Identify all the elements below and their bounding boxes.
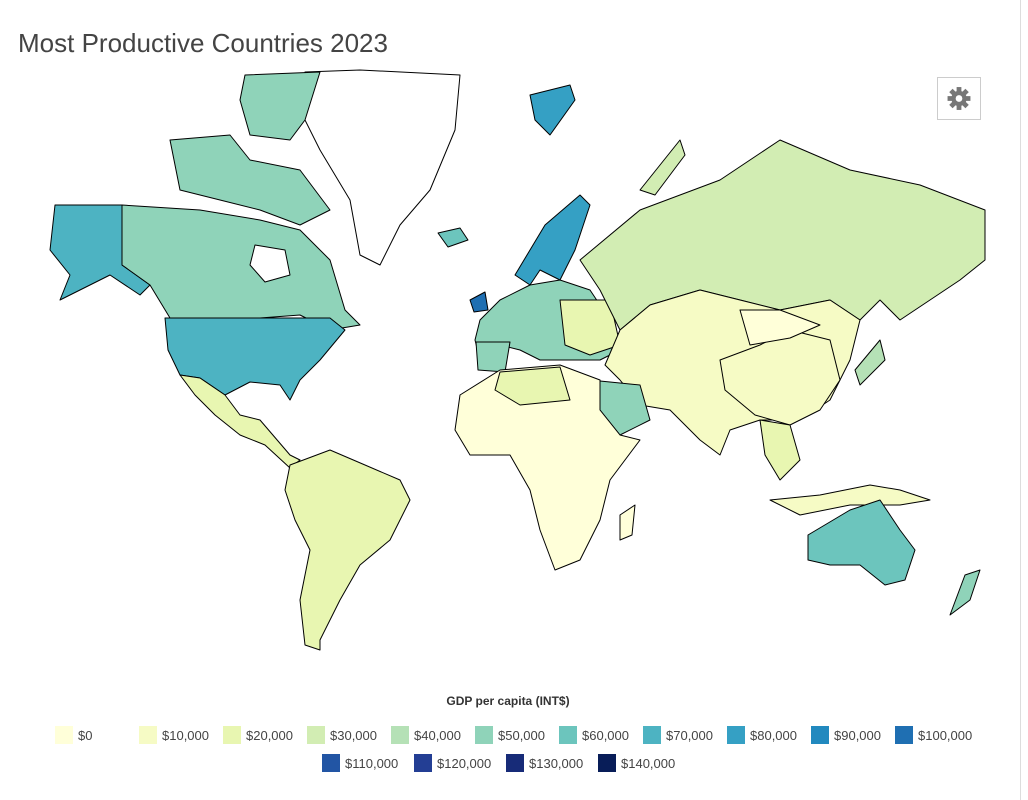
canada-islands	[169, 134, 331, 226]
legend-label: $110,000	[345, 755, 399, 771]
legend-label: $50,000	[498, 727, 545, 743]
legend-item: $100,000	[895, 726, 981, 744]
mongolia	[739, 309, 821, 346]
africa	[454, 364, 641, 571]
legend-swatch	[55, 726, 73, 744]
legend-label: $20,000	[246, 727, 293, 743]
legend-swatch	[391, 726, 409, 744]
legend-item: $10,000	[139, 726, 217, 744]
russia	[579, 139, 986, 331]
iberia	[475, 341, 511, 373]
madagascar	[619, 504, 636, 541]
legend-label: $30,000	[330, 727, 377, 743]
scandinavia	[514, 194, 591, 286]
legend-label: $0	[78, 727, 93, 743]
japan	[854, 339, 886, 386]
canada	[121, 204, 361, 331]
legend-label: $90,000	[834, 727, 881, 743]
legend-swatch	[307, 726, 325, 744]
legend-row: $110,000 $120,000 $130,000 $140,000	[322, 754, 684, 772]
legend-label: $100,000	[918, 727, 973, 743]
legend-label: $130,000	[529, 755, 584, 771]
southeast-asia	[759, 419, 801, 481]
indonesia	[769, 484, 931, 516]
legend-item: $0	[55, 726, 133, 744]
ireland	[469, 291, 489, 313]
legend-item: $30,000	[307, 726, 385, 744]
legend-swatch	[643, 726, 661, 744]
legend-swatch	[598, 754, 616, 772]
legend-label: $70,000	[666, 727, 713, 743]
canada-islands	[239, 71, 321, 141]
hudson-bay	[249, 244, 291, 283]
legend-swatch	[414, 754, 432, 772]
legend-swatch	[811, 726, 829, 744]
novaya-zemlya	[639, 139, 686, 196]
iceland	[437, 227, 469, 248]
legend-swatch	[727, 726, 745, 744]
svalbard	[529, 84, 576, 136]
new-zealand	[949, 569, 981, 616]
legend-label: $10,000	[162, 727, 209, 743]
eastern-europe	[559, 299, 621, 356]
south-america	[284, 449, 411, 651]
legend-swatch	[895, 726, 913, 744]
greenland	[299, 69, 461, 266]
legend-label: $140,000	[621, 755, 676, 771]
legend-swatch	[322, 754, 340, 772]
legend-row: $0 $10,000 $20,000 $30,000 $40,000 $50,000 $60…	[55, 726, 981, 744]
australia	[807, 499, 916, 586]
legend-swatch	[506, 754, 524, 772]
title: Most Productive Countries 2023	[18, 28, 388, 58]
legend-item: $40,000	[391, 726, 469, 744]
legend-item: $140,000	[598, 754, 684, 772]
world-map	[49, 69, 986, 651]
north-africa	[494, 366, 571, 406]
legend-item: $120,000	[414, 754, 500, 772]
legend-item: $20,000	[223, 726, 301, 744]
legend-label: $40,000	[414, 727, 461, 743]
settings-button[interactable]	[937, 77, 981, 120]
legend-item: $80,000	[727, 726, 805, 744]
legend-item: $90,000	[811, 726, 889, 744]
legend-label: $120,000	[437, 755, 492, 771]
legend-item: $50,000	[475, 726, 553, 744]
legend-label: $80,000	[750, 727, 797, 743]
legend-label: $60,000	[582, 727, 629, 743]
mexico	[179, 374, 301, 469]
legend-item: $110,000	[322, 754, 408, 772]
legend-swatch	[559, 726, 577, 744]
legend-swatch	[139, 726, 157, 744]
legend-swatch	[223, 726, 241, 744]
legend-item: $130,000	[506, 754, 592, 772]
legend-item: $70,000	[643, 726, 721, 744]
legend-swatch	[475, 726, 493, 744]
legend-item: $60,000	[559, 726, 637, 744]
legend-title: GDP per capita (INT$)	[446, 694, 570, 708]
